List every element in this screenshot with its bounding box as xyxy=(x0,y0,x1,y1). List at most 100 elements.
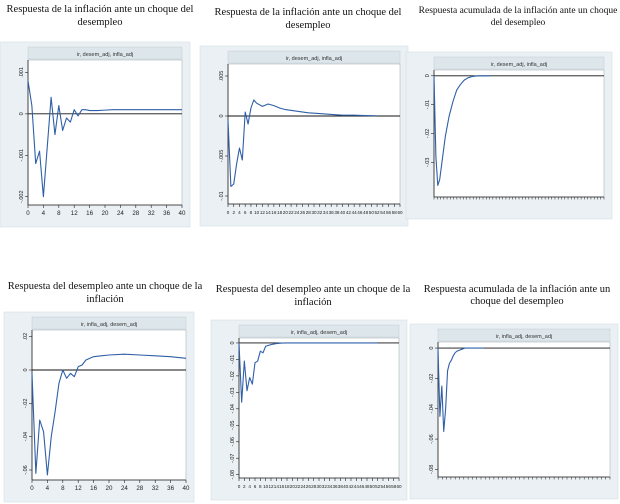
chart-4-title: Respuesta del desempleo ante un choque d… xyxy=(7,281,203,305)
x-tick-label: 0 xyxy=(30,485,34,492)
x-tick-label: 0 xyxy=(238,484,241,489)
y-tick-label: 0 xyxy=(19,112,25,115)
x-tick-label: 8 xyxy=(259,484,262,489)
plot-area xyxy=(437,341,611,478)
y-tick-label: -.02 xyxy=(425,129,431,138)
chart-header-label: ir, infla_adj, desem_adj xyxy=(496,334,552,340)
series-line xyxy=(238,342,378,403)
y-tick-label: -.01 xyxy=(230,355,236,364)
x-tick-label: 36 xyxy=(332,484,338,489)
x-tick-label: 20 xyxy=(102,210,109,217)
x-tick-label: 56 xyxy=(386,484,392,489)
x-tick-label: 36 xyxy=(167,485,174,492)
x-tick-label: 22 xyxy=(289,210,295,215)
y-tick-label: -.08 xyxy=(429,465,435,474)
y-tick-label: -.02 xyxy=(23,399,29,408)
x-tick-label: 40 xyxy=(343,484,349,489)
x-tick-label: 50 xyxy=(370,484,376,489)
y-tick-label: -.06 xyxy=(230,437,236,446)
x-tick-label: 38 xyxy=(338,484,344,489)
plot-area xyxy=(27,59,183,206)
x-tick-label: 0 xyxy=(227,210,230,215)
x-tick-label: 20 xyxy=(290,484,296,489)
x-tick-label: 4 xyxy=(42,210,46,217)
x-tick-label: 40 xyxy=(179,210,186,217)
series-line xyxy=(433,75,491,186)
y-tick-label: -.03 xyxy=(230,388,236,397)
x-tick-label: 32 xyxy=(148,210,155,217)
x-tick-label: 52 xyxy=(375,210,381,215)
x-tick-label: 32 xyxy=(152,485,159,492)
plot-area xyxy=(433,69,605,198)
x-tick-label: 32 xyxy=(317,210,323,215)
y-tick-label: -.06 xyxy=(429,434,435,443)
y-tick-label: -.08 xyxy=(230,470,236,479)
series-line xyxy=(227,99,378,187)
x-tick-label: 28 xyxy=(136,485,143,492)
chart-header-label: ir, desem_adj, infla_adj xyxy=(77,52,133,58)
x-tick-label: 12 xyxy=(268,484,274,489)
x-tick-label: 4 xyxy=(46,485,50,492)
y-tick-label: -.02 xyxy=(230,371,236,380)
y-tick-label: .001 xyxy=(19,67,25,78)
x-tick-label: 26 xyxy=(306,484,312,489)
x-tick-label: 12 xyxy=(75,485,82,492)
x-tick-label: 56 xyxy=(386,210,392,215)
x-tick-label: 42 xyxy=(346,210,352,215)
y-tick-label: -.04 xyxy=(23,432,29,441)
x-tick-label: 50 xyxy=(369,210,375,215)
y-tick-label: -.002 xyxy=(19,190,25,203)
chart-header-label: ir, desem_adj, infla_adj xyxy=(491,62,547,68)
x-tick-label: 30 xyxy=(311,210,317,215)
x-tick-label: 2 xyxy=(232,210,235,215)
x-tick-label: 22 xyxy=(295,484,301,489)
chart-3-title: Respuesta acumulada de la inflación ante… xyxy=(418,6,618,28)
y-tick-label: 0 xyxy=(23,368,29,371)
y-tick-label: -.005 xyxy=(219,150,225,163)
x-tick-label: 0 xyxy=(26,210,30,217)
chart-header-strip xyxy=(227,50,401,64)
y-tick-label: -.01 xyxy=(219,191,225,200)
x-tick-label: 12 xyxy=(71,210,78,217)
x-tick-label: 32 xyxy=(322,484,328,489)
x-tick-label: 16 xyxy=(90,485,97,492)
x-tick-label: 28 xyxy=(306,210,312,215)
y-tick-label: -.01 xyxy=(425,100,431,109)
chart-header-strip xyxy=(437,328,611,342)
x-tick-label: 16 xyxy=(271,210,277,215)
y-tick-label: .005 xyxy=(219,71,225,82)
x-tick-label: 26 xyxy=(300,210,306,215)
x-tick-label: 4 xyxy=(248,484,251,489)
x-tick-label: 8 xyxy=(57,210,61,217)
x-tick-label: 36 xyxy=(163,210,170,217)
x-tick-label: 10 xyxy=(263,484,269,489)
x-tick-label: 10 xyxy=(254,210,260,215)
x-tick-label: 24 xyxy=(294,210,300,215)
y-tick-label: 0 xyxy=(219,114,225,117)
chart-header-strip xyxy=(433,56,605,70)
x-tick-label: 34 xyxy=(327,484,333,489)
y-tick-label: -.001 xyxy=(19,149,25,162)
y-tick-label: -.04 xyxy=(429,404,435,413)
x-tick-label: 6 xyxy=(254,484,257,489)
x-tick-label: 60 xyxy=(396,484,402,489)
x-tick-label: 58 xyxy=(392,210,398,215)
series-line xyxy=(437,347,484,433)
x-tick-label: 54 xyxy=(380,484,386,489)
x-tick-label: 24 xyxy=(117,210,124,217)
chart-header-strip xyxy=(27,46,183,60)
x-tick-label: 48 xyxy=(363,210,369,215)
x-tick-label: 18 xyxy=(277,210,283,215)
y-tick-label: 0 xyxy=(429,347,435,350)
x-tick-label: 36 xyxy=(329,210,335,215)
x-tick-label: 16 xyxy=(86,210,93,217)
series-line xyxy=(27,80,182,198)
y-tick-label: .02 xyxy=(23,333,29,341)
x-tick-label: 6 xyxy=(244,210,247,215)
